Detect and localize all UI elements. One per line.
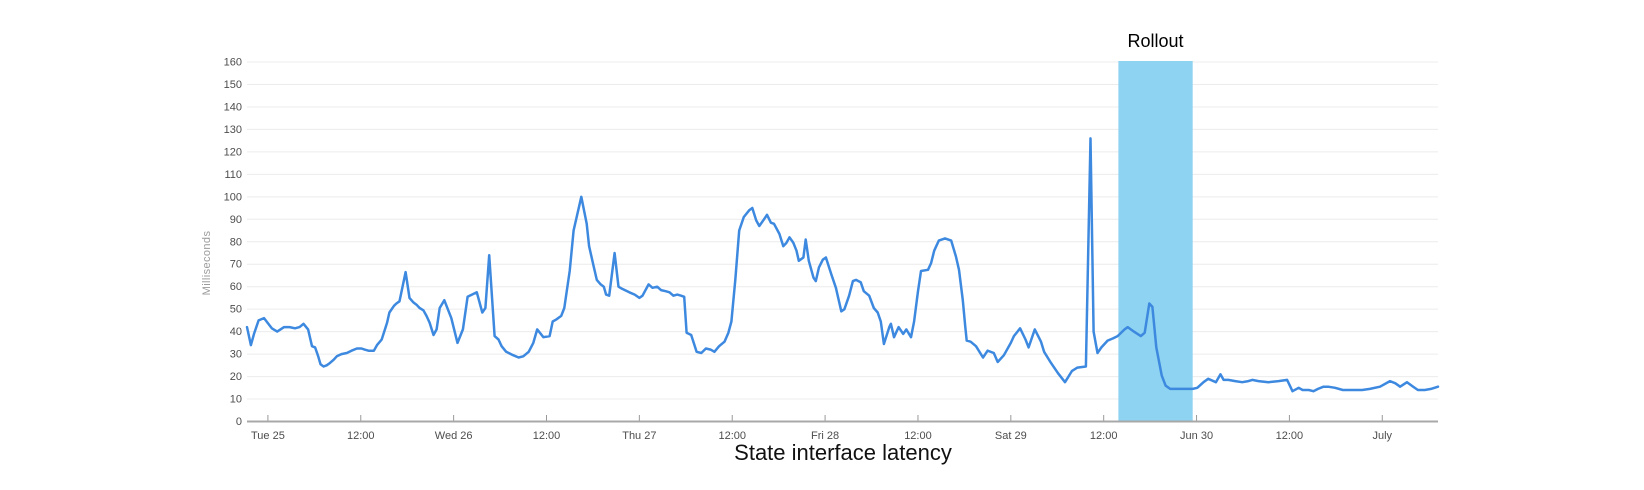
x-tick-label: 12:00 xyxy=(347,430,375,442)
x-tick-label: Jun 30 xyxy=(1180,430,1213,442)
rollout-band xyxy=(1118,61,1193,422)
y-tick-label: 70 xyxy=(230,259,242,271)
rollout-annotation-label: Rollout xyxy=(1127,31,1184,51)
y-tick-label: 90 xyxy=(230,214,242,226)
y-tick-label: 80 xyxy=(230,236,242,248)
y-tick-label: 140 xyxy=(224,101,242,113)
y-tick-label: 110 xyxy=(224,169,242,181)
y-tick-label: 100 xyxy=(224,191,242,203)
x-tick-label: July xyxy=(1372,430,1392,442)
x-tick-label: Sat 29 xyxy=(995,430,1027,442)
y-tick-label: 60 xyxy=(230,281,242,293)
y-tick-label: 30 xyxy=(230,349,242,361)
latency-line xyxy=(245,137,1440,393)
x-tick-label: 12:00 xyxy=(718,430,746,442)
y-axis-title: Milliseconds xyxy=(201,230,213,296)
y-tick-label: 40 xyxy=(230,326,242,338)
x-tick-label: 12:00 xyxy=(1090,430,1118,442)
y-tick-label: 120 xyxy=(224,146,242,158)
y-tick-label: 0 xyxy=(236,416,242,428)
y-tick-label: 20 xyxy=(230,371,242,383)
y-tick-label: 50 xyxy=(230,304,242,316)
x-tick-label: 12:00 xyxy=(1276,430,1304,442)
chart-title: State interface latency xyxy=(734,440,952,465)
x-tick-label: Thu 27 xyxy=(622,430,656,442)
x-tick-label: Tue 25 xyxy=(251,430,285,442)
x-tick-label: Fri 28 xyxy=(811,430,839,442)
y-tick-label: 130 xyxy=(224,124,242,136)
y-tick-label: 10 xyxy=(230,394,242,406)
y-tick-label: 160 xyxy=(224,57,242,69)
x-tick-label: Wed 26 xyxy=(435,430,473,442)
x-tick-label: 12:00 xyxy=(904,430,932,442)
x-tick-label: 12:00 xyxy=(533,430,561,442)
y-tick-label: 150 xyxy=(224,79,242,91)
